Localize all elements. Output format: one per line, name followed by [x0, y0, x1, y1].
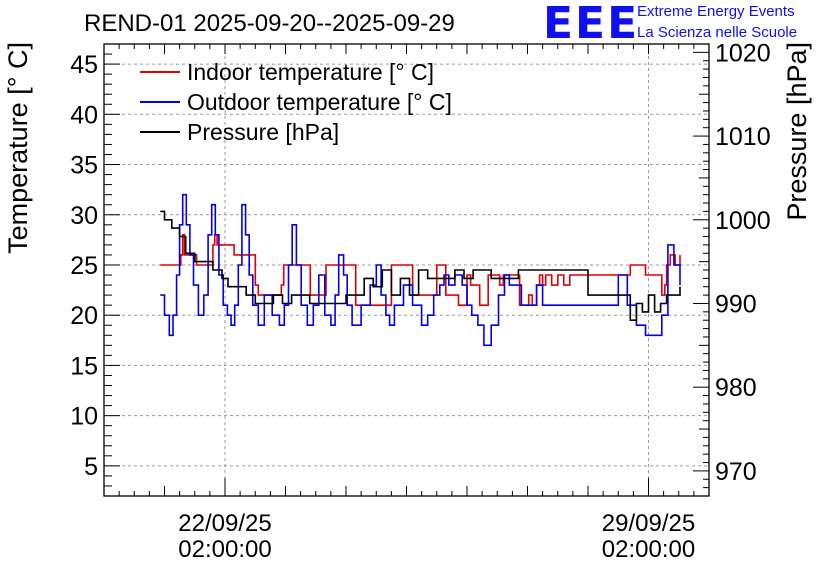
legend-label-2: Pressure [hPa]: [187, 119, 339, 145]
y-axis-right-label: Pressure [hPa]: [782, 42, 812, 221]
y-left-tick-label: 15: [70, 352, 98, 380]
x-tick-label-date: 29/09/25: [602, 510, 695, 537]
logo-subtitle-line1: Extreme Energy Events: [637, 3, 795, 20]
y-left-tick-label: 10: [70, 403, 98, 431]
y-right-tick-label: 1000: [715, 207, 771, 235]
y-right-tick-label: 970: [715, 458, 757, 486]
y-left-tick-label: 20: [70, 302, 98, 330]
series-line-1: [160, 193, 681, 347]
y-left-tick-label: 5: [84, 453, 98, 481]
y-left-tick-label: 25: [70, 252, 98, 280]
y-left-tick-label: 40: [70, 101, 98, 129]
x-tick-label-time: 02:00:00: [602, 536, 695, 563]
x-tick-label-time: 02:00:00: [178, 536, 271, 563]
legend-label-0: Indoor temperature [° C]: [187, 59, 434, 85]
axis-ticks: 5 10 15 20 25 30 35 40 45 970 980 990 1000 1010 1020 22…: [70, 39, 770, 563]
y-left-tick-label: 45: [70, 51, 98, 79]
legend-label-1: Outdoor temperature [° C]: [187, 89, 452, 115]
x-tick-label-date: 22/09/25: [178, 510, 271, 537]
chart-title: REND-01 2025-09-20--2025-09-29: [84, 10, 455, 37]
y-right-tick-label: 1020: [715, 39, 771, 67]
y-axis-left-label: Temperature [° C]: [3, 42, 33, 254]
y-left-tick-label: 35: [70, 152, 98, 180]
grid-lines: [104, 44, 709, 496]
series-line-2: [160, 210, 681, 321]
y-right-tick-label: 990: [715, 290, 757, 318]
data-series: [160, 193, 681, 347]
y-right-tick-label: 1010: [715, 123, 771, 151]
y-left-tick-label: 30: [70, 202, 98, 230]
y-right-tick-label: 980: [715, 374, 757, 402]
logo-subtitle-line2: La Scienza nelle Scuole: [637, 24, 798, 41]
legend: Indoor temperature [° C] Outdoor temperat…: [140, 59, 452, 145]
eee-logo: EEE: [543, 0, 640, 49]
